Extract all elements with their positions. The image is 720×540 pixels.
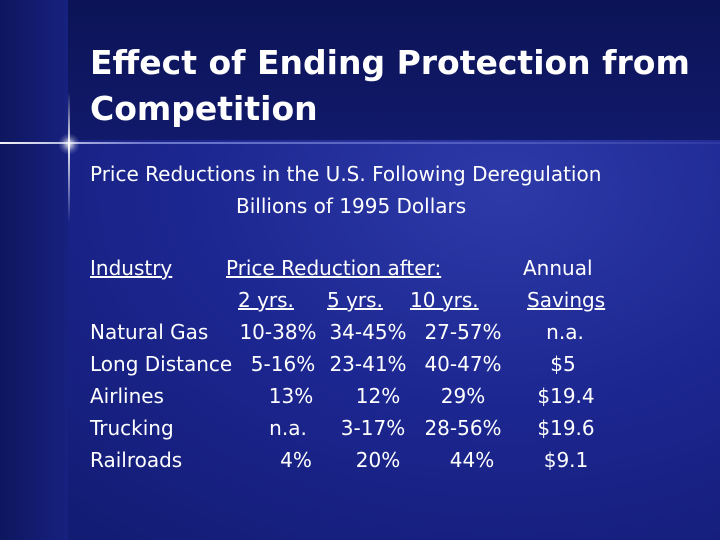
row-savings: $9.1 [543, 448, 589, 472]
row-10yrs: 28-56% [424, 416, 502, 440]
decorative-sparkle [58, 133, 80, 155]
row-industry: Trucking [90, 416, 174, 440]
header-10yrs: 10 yrs. [410, 288, 479, 312]
row-5yrs: 3-17% [340, 416, 406, 440]
header-price-reduction: Price Reduction after: [226, 256, 442, 280]
left-band [0, 0, 68, 540]
row-industry: Railroads [90, 448, 183, 472]
row-10yrs: 40-47% [424, 352, 502, 376]
title-band [0, 0, 720, 140]
row-savings: $5 [550, 352, 576, 376]
row-industry: Airlines [90, 384, 164, 408]
header-industry: Industry [90, 256, 173, 280]
row-2yrs: n.a. [269, 416, 307, 440]
row-10yrs: 44% [449, 448, 495, 472]
row-2yrs: 10-38% [239, 320, 317, 344]
row-industry: Long Distance [90, 352, 233, 376]
row-5yrs: 12% [355, 384, 401, 408]
row-5yrs: 23-41% [329, 352, 407, 376]
row-2yrs: 13% [268, 384, 314, 408]
slide-title: Effect of Ending Protection from Competi… [90, 43, 690, 128]
row-industry: Natural Gas [90, 320, 209, 344]
header-annual: Annual [523, 256, 593, 280]
row-savings: $19.4 [537, 384, 595, 408]
row-savings: n.a. [546, 320, 584, 344]
header-5yrs: 5 yrs. [327, 288, 383, 312]
row-5yrs: 20% [355, 448, 401, 472]
slide-subtitle: Price Reductions in the U.S. Following D… [90, 162, 602, 186]
row-10yrs: 27-57% [424, 320, 502, 344]
units-label: Billions of 1995 Dollars [236, 194, 467, 218]
row-2yrs: 4% [280, 448, 312, 472]
row-savings: $19.6 [537, 416, 595, 440]
header-2yrs: 2 yrs. [238, 288, 294, 312]
decorative-horizontal-line [0, 142, 720, 144]
header-savings: Savings [527, 288, 606, 312]
row-2yrs: 5-16% [250, 352, 316, 376]
row-5yrs: 34-45% [329, 320, 407, 344]
decorative-vertical-line [68, 92, 70, 222]
row-10yrs: 29% [440, 384, 486, 408]
